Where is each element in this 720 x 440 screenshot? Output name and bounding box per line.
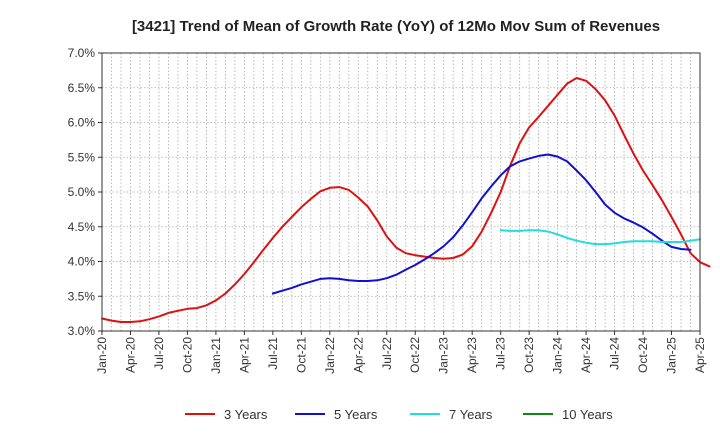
x-tick-label: Jan-24 xyxy=(551,337,565,374)
y-tick-label: 5.0% xyxy=(68,185,96,199)
y-tick-label: 3.5% xyxy=(68,289,96,303)
series-layer xyxy=(101,77,711,323)
y-tick-label: 3.0% xyxy=(68,324,96,338)
x-tick-label: Oct-23 xyxy=(522,337,536,373)
y-tick-label: 4.5% xyxy=(68,220,96,234)
y-tick-label: 7.0% xyxy=(68,46,96,60)
x-tick-label: Jan-21 xyxy=(209,337,223,374)
x-tick-label: Apr-25 xyxy=(693,337,707,373)
series-line-5-years xyxy=(271,153,692,295)
chart-title: [3421] Trend of Mean of Growth Rate (YoY… xyxy=(132,18,660,35)
x-tick-label: Jul-21 xyxy=(266,337,280,370)
x-tick-label: Jul-20 xyxy=(152,337,166,370)
y-tick-label: 6.0% xyxy=(68,116,96,130)
x-tick-label: Oct-21 xyxy=(294,337,308,373)
x-tick-label: Apr-23 xyxy=(465,337,479,373)
x-tick-label: Jan-20 xyxy=(95,337,109,374)
x-tick-label: Apr-20 xyxy=(123,337,137,373)
y-axis-ticks: 3.0% 3.5% 4.0% 4.5% 5.0% 5.5% 6.0% 6.5% 7.0% xyxy=(68,46,102,338)
x-tick-label: Oct-24 xyxy=(636,337,650,373)
y-tick-label: 5.5% xyxy=(68,150,96,164)
x-tick-label: Jul-23 xyxy=(494,337,508,370)
x-tick-label: Apr-24 xyxy=(579,337,593,373)
legend-label: 10 Years xyxy=(562,407,613,422)
x-axis-ticks: Jan-20 Apr-20 Jul-20 Oct-20 Jan-21 Apr-21 Jul-… xyxy=(95,331,707,374)
grid xyxy=(102,53,700,331)
legend-label: 5 Years xyxy=(334,407,378,422)
series-line-7-years xyxy=(499,229,701,246)
x-tick-label: Jan-23 xyxy=(437,337,451,374)
x-tick-label: Apr-22 xyxy=(351,337,365,373)
x-tick-label: Jul-22 xyxy=(380,337,394,370)
x-tick-label: Oct-20 xyxy=(180,337,194,373)
legend-label: 3 Years xyxy=(224,407,268,422)
y-tick-label: 4.0% xyxy=(68,255,96,269)
x-tick-label: Oct-22 xyxy=(408,337,422,373)
x-tick-label: Jan-25 xyxy=(665,337,679,374)
x-tick-label: Jul-24 xyxy=(608,337,622,370)
x-tick-label: Apr-21 xyxy=(237,337,251,373)
series-line-3-years xyxy=(101,77,711,323)
legend-label: 7 Years xyxy=(449,407,493,422)
legend: 3 Years 5 Years 7 Years 10 Years xyxy=(185,407,613,422)
y-tick-label: 6.5% xyxy=(68,81,96,95)
x-tick-label: Jan-22 xyxy=(323,337,337,374)
